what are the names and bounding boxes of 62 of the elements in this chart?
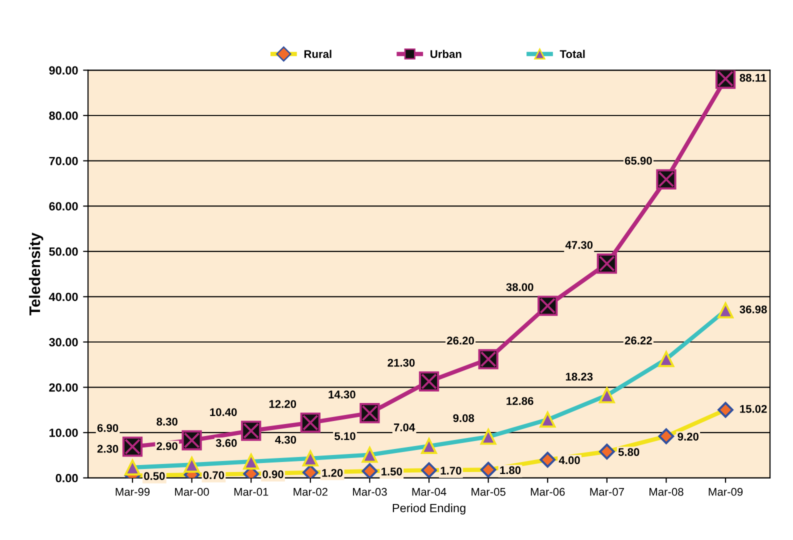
data-label: 2.30 <box>97 444 118 453</box>
legend-label: Total <box>560 50 585 58</box>
data-label: 1.20 <box>322 468 343 477</box>
data-label: 1.50 <box>382 468 402 476</box>
x-tick-label: Mar-00 <box>175 488 209 496</box>
y-axis-title: Teledensity <box>28 232 44 316</box>
y-tick-label: 40.00 <box>48 292 78 302</box>
data-label: 47.30 <box>565 241 593 249</box>
x-tick-label: Mar-04 <box>412 488 446 496</box>
data-label: 0.70 <box>203 471 224 480</box>
data-label: 6.90 <box>97 424 118 432</box>
data-label: 0.90 <box>262 470 284 478</box>
y-tick-label: 50.00 <box>49 247 78 256</box>
y-tick-label: 60.00 <box>49 202 78 210</box>
x-tick-label: Mar-99 <box>116 488 150 496</box>
data-label: 9.08 <box>453 414 474 422</box>
x-tick-label: Mar-02 <box>294 488 328 496</box>
data-label: 5.80 <box>618 448 640 456</box>
y-tick-label: 30.00 <box>49 338 78 346</box>
data-label: 1.80 <box>500 466 521 474</box>
data-label: 4.30 <box>275 436 296 444</box>
point <box>715 70 736 89</box>
y-tick-label: 90.00 <box>49 66 78 75</box>
data-label: 8.30 <box>156 418 178 426</box>
data-label: 4.00 <box>558 456 580 464</box>
data-label: 36.98 <box>740 305 767 314</box>
x-tick-label: Mar-05 <box>472 488 506 496</box>
x-axis-title: Period Ending <box>392 504 466 515</box>
data-label: 7.04 <box>394 423 416 432</box>
y-tick-label: 70.00 <box>49 156 78 166</box>
data-label: 12.20 <box>269 400 296 408</box>
y-tick-label: 80.00 <box>49 112 78 120</box>
legend-label: Rural <box>304 50 332 58</box>
x-tick-label: Mar-08 <box>650 488 684 496</box>
data-label: 3.60 <box>216 439 237 447</box>
data-label: 26.22 <box>624 336 652 344</box>
x-tick-label: Mar-07 <box>590 488 624 496</box>
data-label: 5.10 <box>334 432 356 440</box>
data-label: 21.30 <box>388 358 415 367</box>
data-label: 10.40 <box>210 408 237 416</box>
data-label: 88.11 <box>740 74 766 82</box>
legend-label: Urban <box>430 50 462 58</box>
x-tick-label: Mar-06 <box>530 488 565 496</box>
point <box>122 436 143 457</box>
data-label: 65.90 <box>624 156 652 165</box>
data-label: 14.30 <box>328 390 356 398</box>
point <box>418 371 440 392</box>
x-tick-label: Mar-09 <box>708 488 743 496</box>
data-label: 2.90 <box>156 442 178 450</box>
data-label: 12.86 <box>506 397 534 405</box>
y-tick-label: 0.00 <box>56 474 78 482</box>
data-label: 26.20 <box>447 336 474 345</box>
data-label: 1.70 <box>440 466 462 475</box>
x-tick-label: Mar-01 <box>234 488 268 496</box>
data-label: 0.50 <box>144 472 165 480</box>
y-tick-label: 20.00 <box>49 383 78 392</box>
data-label: 38.00 <box>506 283 534 292</box>
data-label: 18.23 <box>566 372 593 381</box>
data-label: 9.20 <box>678 432 699 441</box>
data-label: 15.02 <box>740 404 767 413</box>
y-tick-label: 10.00 <box>50 428 78 437</box>
x-tick-label: Mar-03 <box>353 488 387 496</box>
